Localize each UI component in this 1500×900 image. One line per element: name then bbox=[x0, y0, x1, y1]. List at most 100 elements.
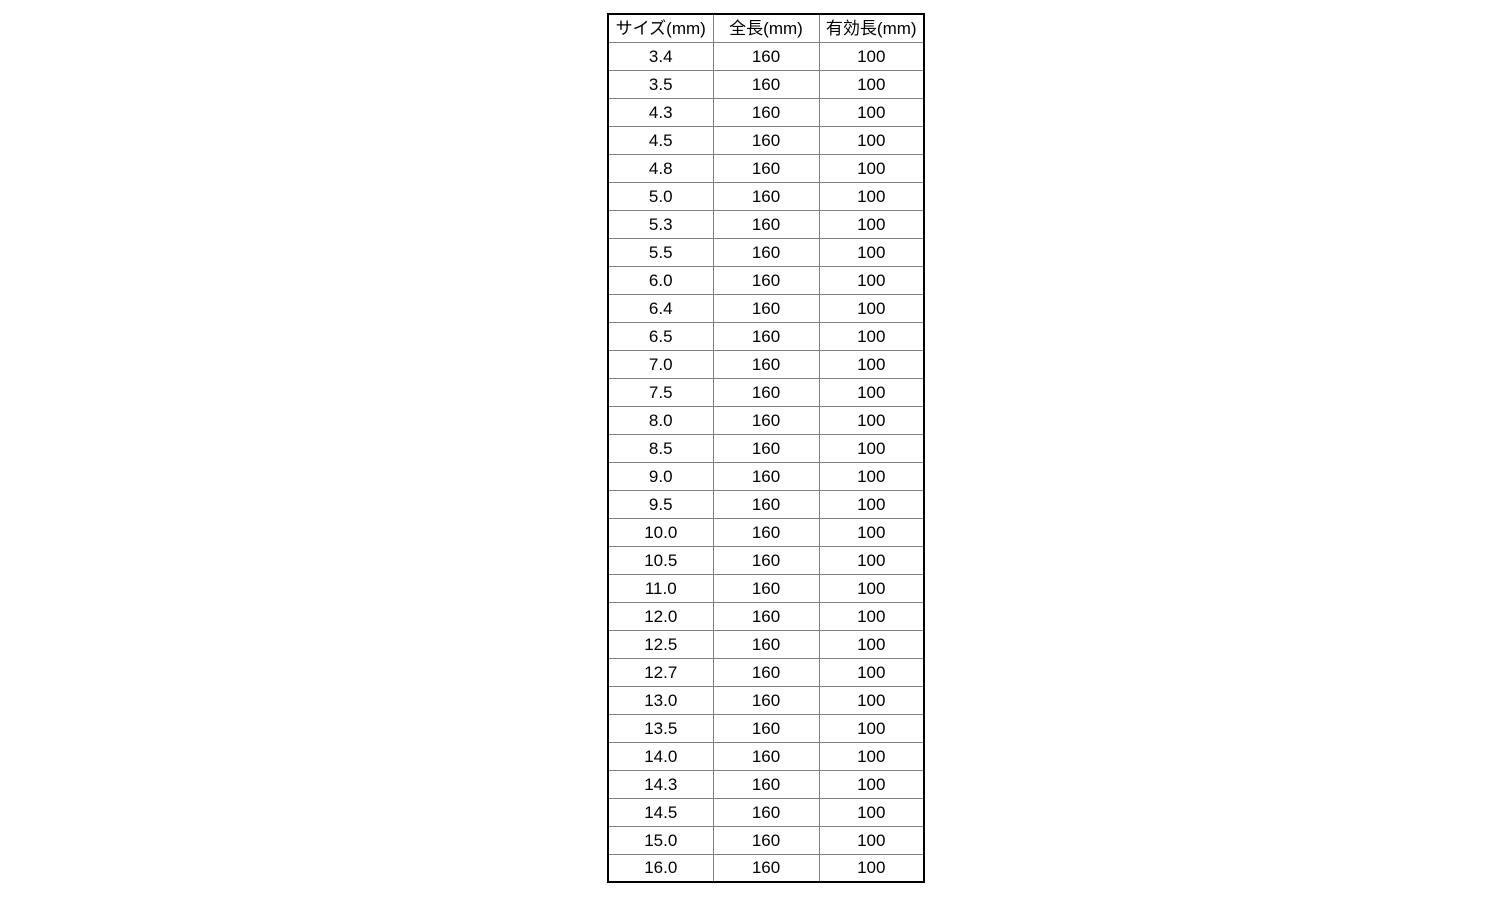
table-row: 15.0 160 100 bbox=[607, 825, 925, 855]
spec-table: サイズ(mm) 全長(mm) 有効長(mm) 3.4 160 100 3.5 160 10… bbox=[607, 13, 925, 883]
table-row: 10.5 160 100 bbox=[607, 545, 925, 575]
table-cell: 160 bbox=[712, 741, 820, 771]
table-cell: 160 bbox=[712, 237, 820, 267]
table-cell: 100 bbox=[818, 97, 925, 127]
table-cell: 100 bbox=[818, 461, 925, 491]
table-cell: 160 bbox=[712, 377, 820, 407]
table-cell: 10.5 bbox=[607, 545, 714, 575]
table-cell: 13.0 bbox=[607, 685, 714, 715]
table-cell: 100 bbox=[818, 741, 925, 771]
table-cell: 160 bbox=[712, 573, 820, 603]
table-cell: 100 bbox=[818, 545, 925, 575]
table-header: サイズ(mm) 全長(mm) 有効長(mm) bbox=[607, 13, 925, 43]
table-row: 14.3 160 100 bbox=[607, 769, 925, 799]
table-cell: 100 bbox=[818, 321, 925, 351]
table-cell: 160 bbox=[712, 41, 820, 71]
table-row: 11.0 160 100 bbox=[607, 573, 925, 603]
table-cell: 160 bbox=[712, 713, 820, 743]
table-cell: 160 bbox=[712, 517, 820, 547]
table-row: 3.4 160 100 bbox=[607, 41, 925, 71]
table-cell: 160 bbox=[712, 405, 820, 435]
table-cell: 100 bbox=[818, 853, 925, 883]
table-row: 14.0 160 100 bbox=[607, 741, 925, 771]
table-cell: 160 bbox=[712, 265, 820, 295]
table-cell: 100 bbox=[818, 377, 925, 407]
table-cell: 14.5 bbox=[607, 797, 714, 827]
table-cell: 160 bbox=[712, 657, 820, 687]
table-cell: 6.4 bbox=[607, 293, 714, 323]
table-cell: 100 bbox=[818, 489, 925, 519]
table-cell: 8.5 bbox=[607, 433, 714, 463]
table-cell: 9.5 bbox=[607, 489, 714, 519]
table-cell: 160 bbox=[712, 629, 820, 659]
table-cell: 160 bbox=[712, 601, 820, 631]
table-cell: 7.0 bbox=[607, 349, 714, 379]
table-cell: 100 bbox=[818, 573, 925, 603]
table-cell: 100 bbox=[818, 685, 925, 715]
table-row: 12.5 160 100 bbox=[607, 629, 925, 659]
table-cell: 100 bbox=[818, 797, 925, 827]
table-cell: 160 bbox=[712, 489, 820, 519]
table-row: 4.3 160 100 bbox=[607, 97, 925, 127]
table-cell: 8.0 bbox=[607, 405, 714, 435]
table-cell: 100 bbox=[818, 69, 925, 99]
table-cell: 160 bbox=[712, 69, 820, 99]
table-row: 6.4 160 100 bbox=[607, 293, 925, 323]
table-cell: 16.0 bbox=[607, 853, 714, 883]
table-row: 14.5 160 100 bbox=[607, 797, 925, 827]
table-row: 16.0 160 100 bbox=[607, 853, 925, 883]
table-body: 3.4 160 100 3.5 160 100 4.3 160 100 4.5 160 100 4.8 1… bbox=[607, 41, 925, 883]
table-row: 7.5 160 100 bbox=[607, 377, 925, 407]
table-cell: 160 bbox=[712, 853, 820, 883]
table-cell: 5.5 bbox=[607, 237, 714, 267]
table-cell: 14.3 bbox=[607, 769, 714, 799]
table-cell: 160 bbox=[712, 685, 820, 715]
table-row: 5.0 160 100 bbox=[607, 181, 925, 211]
table-row: 5.5 160 100 bbox=[607, 237, 925, 267]
table-cell: 15.0 bbox=[607, 825, 714, 855]
table-cell: 160 bbox=[712, 125, 820, 155]
table-cell: 160 bbox=[712, 209, 820, 239]
table-cell: 160 bbox=[712, 461, 820, 491]
table-cell: 100 bbox=[818, 405, 925, 435]
spec-table-container: サイズ(mm) 全長(mm) 有効長(mm) 3.4 160 100 3.5 160 10… bbox=[607, 13, 925, 883]
table-cell: 160 bbox=[712, 153, 820, 183]
table-cell: 100 bbox=[818, 153, 925, 183]
table-cell: 160 bbox=[712, 97, 820, 127]
table-cell: 100 bbox=[818, 125, 925, 155]
table-cell: 3.4 bbox=[607, 41, 714, 71]
table-row: 10.0 160 100 bbox=[607, 517, 925, 547]
table-row: 6.0 160 100 bbox=[607, 265, 925, 295]
table-cell: 160 bbox=[712, 293, 820, 323]
table-cell: 160 bbox=[712, 181, 820, 211]
table-cell: 100 bbox=[818, 433, 925, 463]
table-row: 5.3 160 100 bbox=[607, 209, 925, 239]
table-cell: 100 bbox=[818, 293, 925, 323]
table-row: 8.0 160 100 bbox=[607, 405, 925, 435]
table-cell: 4.5 bbox=[607, 125, 714, 155]
table-cell: 100 bbox=[818, 601, 925, 631]
table-row: 12.0 160 100 bbox=[607, 601, 925, 631]
table-cell: 160 bbox=[712, 825, 820, 855]
table-cell: 160 bbox=[712, 433, 820, 463]
table-cell: 160 bbox=[712, 321, 820, 351]
table-cell: 12.7 bbox=[607, 657, 714, 687]
table-cell: 5.3 bbox=[607, 209, 714, 239]
table-cell: 6.5 bbox=[607, 321, 714, 351]
table-cell: 3.5 bbox=[607, 69, 714, 99]
table-cell: 9.0 bbox=[607, 461, 714, 491]
header-cell-total-length: 全長(mm) bbox=[712, 13, 820, 43]
table-cell: 100 bbox=[818, 41, 925, 71]
table-row: 7.0 160 100 bbox=[607, 349, 925, 379]
table-cell: 100 bbox=[818, 517, 925, 547]
table-cell: 100 bbox=[818, 657, 925, 687]
table-row: 13.0 160 100 bbox=[607, 685, 925, 715]
table-cell: 7.5 bbox=[607, 377, 714, 407]
table-row: 8.5 160 100 bbox=[607, 433, 925, 463]
table-row: 9.5 160 100 bbox=[607, 489, 925, 519]
table-cell: 160 bbox=[712, 797, 820, 827]
table-cell: 11.0 bbox=[607, 573, 714, 603]
table-cell: 4.3 bbox=[607, 97, 714, 127]
header-row: サイズ(mm) 全長(mm) 有効長(mm) bbox=[607, 13, 925, 43]
